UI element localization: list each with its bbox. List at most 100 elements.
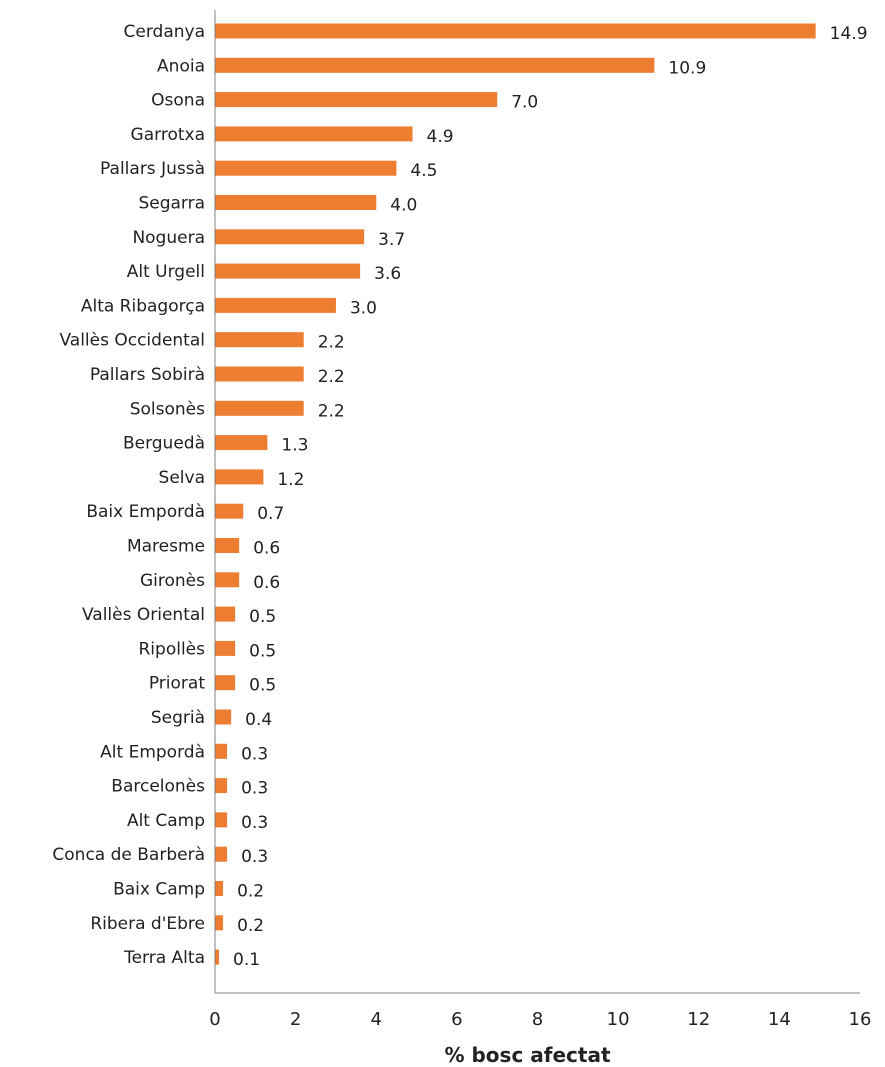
bar-ripolles bbox=[215, 640, 236, 656]
category-label: Osona bbox=[151, 91, 205, 111]
category-label: Conca de Barberà bbox=[52, 845, 205, 865]
category-label: Alt Camp bbox=[127, 811, 205, 831]
x-tick-label: 10 bbox=[607, 1009, 630, 1030]
bar-osona bbox=[215, 92, 498, 108]
category-label: Garrotxa bbox=[131, 125, 205, 145]
category-label: Selva bbox=[159, 468, 205, 488]
category-label: Anoia bbox=[157, 56, 205, 76]
value-label: 1.2 bbox=[277, 470, 304, 490]
value-label: 0.4 bbox=[245, 710, 272, 730]
category-label: Ripollès bbox=[139, 639, 206, 659]
value-label: 0.7 bbox=[257, 504, 284, 524]
bar-terra-alta bbox=[215, 949, 220, 965]
x-tick-label: 0 bbox=[209, 1009, 220, 1030]
category-label: Berguedà bbox=[123, 434, 205, 454]
value-label: 7.0 bbox=[511, 93, 538, 113]
bar-anoia bbox=[215, 57, 655, 73]
category-labels: Cerdanya Anoia Osona Garrotxa Pallars Jussà S… bbox=[52, 22, 205, 968]
category-label: Noguera bbox=[132, 228, 205, 248]
bar-pallars-sobira bbox=[215, 366, 304, 382]
category-label: Solsonès bbox=[130, 399, 205, 419]
value-label: 3.7 bbox=[378, 230, 405, 250]
bar-alt-urgell bbox=[215, 263, 361, 279]
category-label: Alt Urgell bbox=[127, 262, 205, 282]
value-label: 0.3 bbox=[241, 744, 268, 764]
x-axis-title: % bosc afectat bbox=[444, 1043, 610, 1067]
value-label: 1.3 bbox=[281, 436, 308, 456]
bars-layer bbox=[215, 23, 816, 965]
value-label: 0.5 bbox=[249, 676, 276, 696]
category-label: Pallars Jussà bbox=[100, 159, 205, 179]
value-label: 0.3 bbox=[241, 779, 268, 799]
bar-priorat bbox=[215, 675, 236, 691]
x-tick-labels: 0 2 4 6 8 10 12 14 16 bbox=[209, 1009, 871, 1030]
bar-garrotxa bbox=[215, 126, 413, 142]
value-label: 2.2 bbox=[318, 401, 345, 421]
bar-alta-ribagorca bbox=[215, 297, 336, 313]
bar-cerdanya bbox=[215, 23, 816, 39]
value-labels: 14.910.97.04.94.54.03.73.63.02.22.22.21.… bbox=[233, 24, 867, 970]
value-label: 14.9 bbox=[830, 24, 868, 44]
bar-pallars-jussa bbox=[215, 160, 397, 176]
category-label: Maresme bbox=[127, 537, 205, 557]
bar-segria bbox=[215, 709, 232, 725]
category-label: Segarra bbox=[138, 194, 205, 214]
value-label: 0.5 bbox=[249, 641, 276, 661]
value-label: 0.6 bbox=[253, 573, 280, 593]
value-label: 0.6 bbox=[253, 539, 280, 559]
x-tick-label: 4 bbox=[371, 1009, 382, 1030]
value-label: 0.5 bbox=[249, 607, 276, 627]
value-label: 4.0 bbox=[390, 196, 417, 216]
bar-ribera-d-ebre bbox=[215, 915, 224, 931]
bar-girones bbox=[215, 572, 240, 588]
value-label: 4.5 bbox=[410, 161, 437, 181]
bar-noguera bbox=[215, 229, 365, 245]
x-tick-label: 12 bbox=[687, 1009, 710, 1030]
bar-maresme bbox=[215, 538, 240, 553]
bar-bergueda bbox=[215, 435, 268, 451]
bar-segarra bbox=[215, 195, 377, 210]
value-label: 0.2 bbox=[237, 916, 264, 936]
axes bbox=[214, 10, 860, 994]
bar-valles-oriental bbox=[215, 606, 236, 622]
bar-selva bbox=[215, 469, 264, 485]
value-label: 4.9 bbox=[427, 127, 454, 147]
category-label: Alta Ribagorça bbox=[81, 296, 205, 316]
category-label: Vallès Oriental bbox=[82, 605, 205, 625]
bar-valles-occidental bbox=[215, 332, 304, 348]
x-tick-label: 16 bbox=[849, 1009, 872, 1030]
category-label: Baix Empordà bbox=[86, 502, 205, 522]
category-label: Gironès bbox=[140, 571, 205, 591]
bar-barcelones bbox=[215, 778, 228, 794]
value-label: 0.1 bbox=[233, 950, 260, 970]
bar-baix-emporda bbox=[215, 503, 244, 519]
bar-alt-camp bbox=[215, 812, 228, 828]
x-tick-label: 14 bbox=[768, 1009, 791, 1030]
category-label: Cerdanya bbox=[124, 22, 205, 42]
value-label: 0.3 bbox=[241, 847, 268, 867]
value-label: 10.9 bbox=[668, 58, 706, 78]
x-tick-label: 6 bbox=[451, 1009, 462, 1030]
bar-baix-camp bbox=[215, 881, 224, 896]
value-label: 3.6 bbox=[374, 264, 401, 284]
value-label: 0.2 bbox=[237, 882, 264, 902]
bar-alt-emporda bbox=[215, 743, 228, 759]
category-label: Pallars Sobirà bbox=[90, 365, 205, 385]
bar-solsones bbox=[215, 400, 304, 416]
category-label: Terra Alta bbox=[123, 948, 205, 968]
category-label: Baix Camp bbox=[113, 880, 205, 900]
category-label: Barcelonès bbox=[111, 777, 205, 797]
category-label: Vallès Occidental bbox=[59, 331, 205, 351]
value-label: 2.2 bbox=[318, 333, 345, 353]
bar-conca-de-barbera bbox=[215, 846, 228, 862]
x-tick-label: 8 bbox=[532, 1009, 543, 1030]
value-label: 0.3 bbox=[241, 813, 268, 833]
x-tick-label: 2 bbox=[290, 1009, 301, 1030]
category-label: Priorat bbox=[149, 674, 205, 694]
value-label: 2.2 bbox=[318, 367, 345, 387]
category-label: Ribera d'Ebre bbox=[90, 914, 205, 934]
category-label: Alt Empordà bbox=[100, 742, 205, 762]
value-label: 3.0 bbox=[350, 298, 377, 318]
